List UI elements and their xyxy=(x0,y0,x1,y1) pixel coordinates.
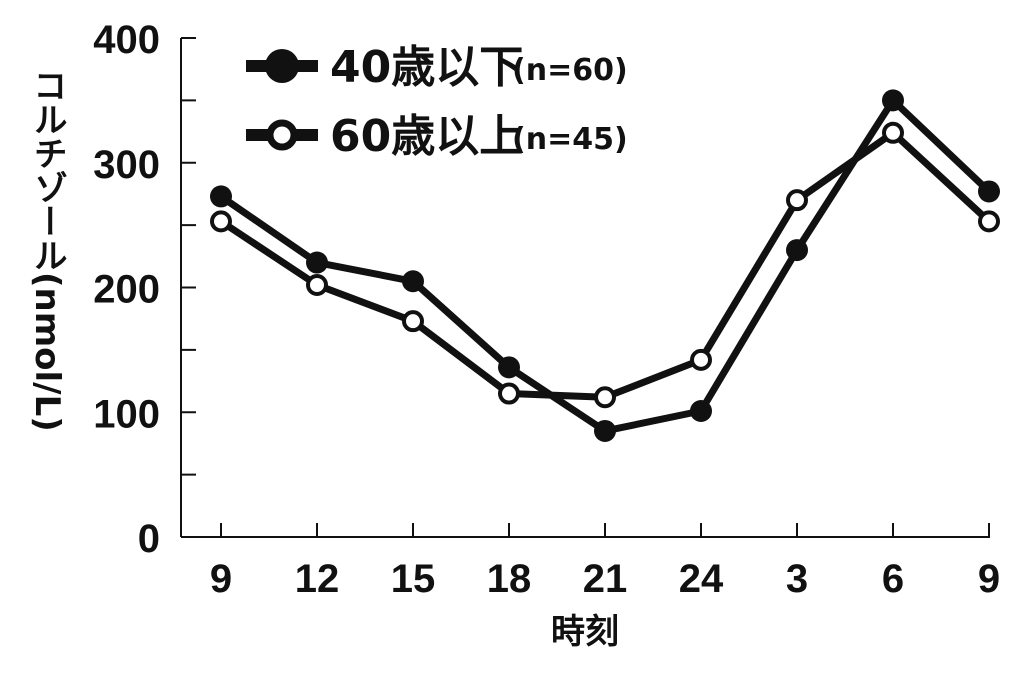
x-tick-label: 18 xyxy=(487,557,532,601)
series-0-point xyxy=(402,270,424,293)
series-1-point xyxy=(882,121,904,144)
x-tick-label: 3 xyxy=(786,557,808,601)
x-tick-label: 15 xyxy=(391,557,436,601)
legend-marker xyxy=(265,49,299,83)
series-0-point xyxy=(690,400,712,423)
series-1-point xyxy=(210,210,232,233)
series-0-point xyxy=(882,89,904,112)
y-tick-label: 300 xyxy=(93,143,160,187)
series-1-point xyxy=(498,382,520,405)
legend-marker xyxy=(266,119,298,151)
legend-label: 60歳以上 xyxy=(330,111,523,162)
y-tick-label: 400 xyxy=(93,18,160,62)
legend: 40歳以下(n=60) 60歳以上(n=45) xyxy=(246,42,628,162)
x-tick-label: 6 xyxy=(882,557,904,601)
axis-titles: 時刻 コルチゾール(nmol/L) xyxy=(27,68,619,652)
x-tick-label: 12 xyxy=(295,557,340,601)
series-1-point xyxy=(978,210,1000,233)
x-tick-label: 21 xyxy=(583,557,628,601)
series-points xyxy=(210,89,1000,442)
series-0-point xyxy=(498,356,520,379)
x-tick-label: 24 xyxy=(679,557,724,601)
y-tick-label: 200 xyxy=(93,268,160,312)
series-1-point xyxy=(786,189,808,212)
series-1-point xyxy=(594,386,616,409)
series-0-point xyxy=(978,180,1000,203)
y-axis-title: コルチゾール(nmol/L) xyxy=(27,68,67,432)
y-tick-label: 0 xyxy=(138,517,160,561)
series-0-point xyxy=(786,239,808,262)
legend-sample-size: (n=60) xyxy=(512,53,628,88)
series-1-point xyxy=(306,274,328,297)
legend-label: 40歳以下 xyxy=(330,42,523,93)
series-0-point xyxy=(306,251,328,274)
series-0-point xyxy=(594,419,616,442)
series-1-point xyxy=(402,310,424,333)
x-tick-label: 9 xyxy=(210,557,232,601)
series-0-point xyxy=(210,185,232,208)
axes: 0 100 200 300 400 9 12 15 18 21 24 3 6 9 xyxy=(93,18,1000,601)
series-1-point xyxy=(690,348,712,371)
legend-sample-size: (n=45) xyxy=(512,122,628,157)
x-axis-title: 時刻 xyxy=(551,612,619,652)
y-tick-label: 100 xyxy=(93,392,160,436)
x-tick-label: 9 xyxy=(978,557,1000,601)
